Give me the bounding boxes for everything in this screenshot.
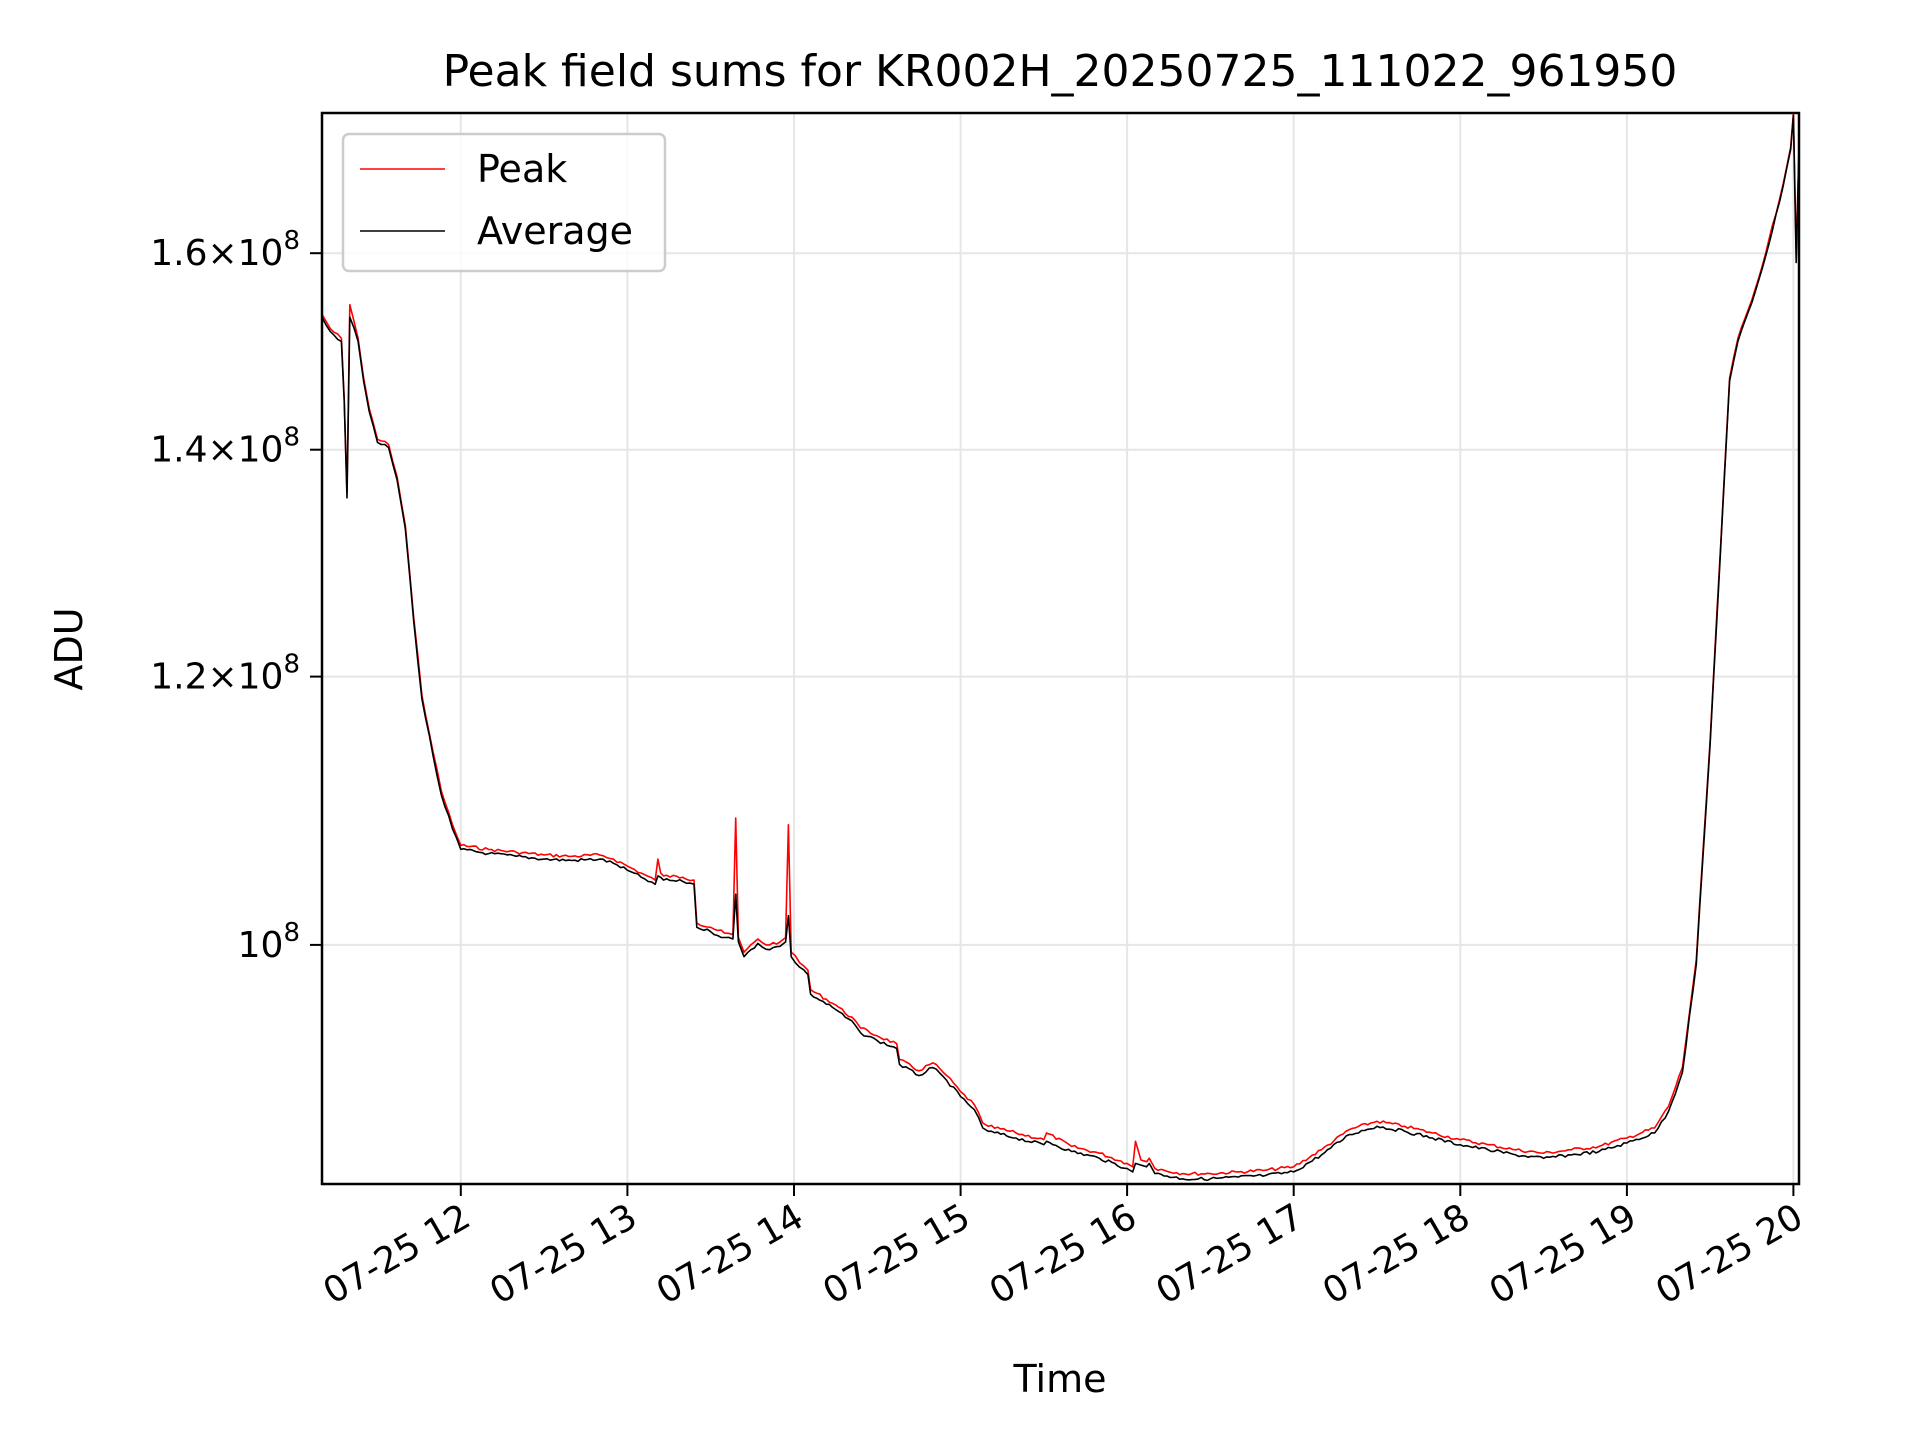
- y-tick-label: 108: [238, 918, 300, 966]
- chart-title: Peak field sums for KR002H_20250725_1110…: [443, 46, 1678, 97]
- x-axis-label: Time: [1013, 1357, 1107, 1401]
- legend-label-average: Average: [477, 209, 633, 253]
- legend-label-peak: Peak: [477, 147, 567, 191]
- series-layer: [321, 112, 1800, 1182]
- plot-area-frame: [320, 111, 1801, 1186]
- y-axis-label: ADU: [47, 607, 91, 690]
- series-line-peak: [321, 112, 1800, 1176]
- legend: Peak Average: [341, 132, 667, 273]
- y-tick-label: 1.6×108: [150, 226, 300, 274]
- grid-layer: [322, 113, 1799, 1184]
- y-tick-label: 1.4×108: [150, 423, 300, 471]
- series-line-average: [321, 114, 1800, 1182]
- y-tick-label: 1.2×108: [150, 650, 300, 698]
